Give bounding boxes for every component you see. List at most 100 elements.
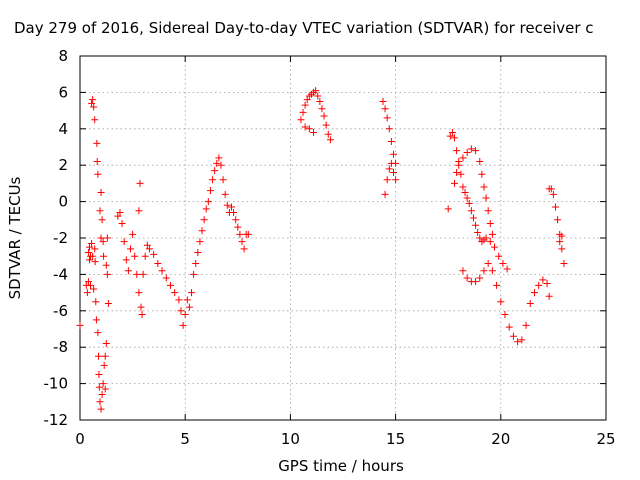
data-point [227, 203, 235, 211]
data-point [158, 267, 166, 275]
data-point [91, 116, 99, 124]
data-point [198, 227, 206, 235]
data-point [99, 238, 107, 246]
y-tick-label: -4 [53, 265, 68, 283]
data-point [114, 212, 122, 220]
data-point [472, 147, 480, 155]
data-point [91, 258, 99, 266]
data-point [124, 267, 132, 275]
data-point [150, 250, 158, 258]
data-point [221, 190, 229, 198]
series-5 [444, 128, 553, 346]
data-point [202, 205, 210, 213]
data-point [162, 274, 170, 282]
y-tick-label: -10 [44, 375, 69, 393]
data-point [495, 252, 503, 260]
data-point [135, 207, 143, 215]
data-point [129, 230, 137, 238]
data-point [196, 238, 204, 246]
data-point [209, 176, 217, 184]
data-point [484, 207, 492, 215]
y-tick-label: 2 [58, 156, 68, 174]
data-point [76, 321, 84, 329]
data-point [145, 245, 153, 253]
data-point [211, 167, 219, 175]
data-point [103, 270, 111, 278]
data-point [554, 216, 562, 224]
x-tick-label: 25 [596, 430, 615, 448]
data-point [139, 270, 147, 278]
y-tick-label: 0 [58, 193, 68, 211]
data-point [472, 221, 480, 229]
data-point [99, 380, 107, 388]
data-point [131, 252, 139, 260]
data-point [465, 199, 473, 207]
data-point [118, 219, 126, 227]
data-point [453, 147, 461, 155]
data-point [539, 276, 547, 284]
data-point [385, 165, 393, 173]
data-point [472, 278, 480, 286]
data-point [103, 234, 111, 242]
data-point [97, 405, 105, 413]
data-point [320, 112, 328, 120]
data-point [459, 154, 467, 162]
x-tick-label: 20 [491, 430, 510, 448]
data-point [143, 241, 151, 249]
data-point [97, 234, 105, 242]
y-tick-label: 8 [58, 47, 68, 65]
data-point [467, 145, 475, 153]
series-2 [114, 154, 252, 329]
data-point [467, 207, 475, 215]
data-point [463, 194, 471, 202]
data-point [154, 259, 162, 267]
data-point [381, 105, 389, 113]
data-point [95, 371, 103, 378]
data-point [217, 161, 225, 169]
data-point [204, 198, 212, 206]
data-point [543, 280, 551, 287]
data-point [100, 252, 108, 260]
y-tick-label: -12 [44, 411, 69, 429]
data-point [200, 216, 208, 224]
data-point [219, 176, 227, 184]
data-point [463, 274, 471, 282]
data-point [381, 190, 389, 198]
data-point [482, 234, 490, 242]
data-point [488, 230, 496, 238]
data-point [100, 361, 108, 369]
data-point [215, 154, 223, 162]
data-point [558, 232, 566, 240]
data-point [96, 398, 104, 406]
data-point [451, 179, 459, 187]
series-4 [379, 98, 400, 198]
y-tick-label: -6 [53, 302, 68, 320]
data-point [478, 170, 486, 178]
data-point [459, 267, 467, 275]
data-point [558, 245, 566, 253]
data-point [310, 128, 318, 136]
data-point [244, 230, 252, 238]
data-point [497, 298, 505, 306]
data-point [166, 281, 174, 289]
data-point [486, 238, 494, 246]
data-point [547, 185, 555, 193]
plot-frame [79, 55, 607, 421]
data-point [560, 259, 568, 267]
data-point [120, 238, 128, 246]
data-point [501, 310, 509, 318]
data-point [503, 265, 511, 273]
data-point [446, 132, 454, 140]
data-point [526, 300, 534, 308]
y-tick-label: 6 [58, 83, 68, 101]
data-point [206, 187, 214, 195]
data-point [318, 105, 326, 113]
data-point [448, 128, 456, 136]
data-point [530, 289, 538, 297]
data-point [181, 310, 189, 318]
data-point [549, 190, 557, 198]
y-axis-label: SDTVAR / TECUs [6, 176, 24, 299]
data-point [101, 385, 109, 393]
data-point [480, 267, 488, 275]
data-point [455, 161, 463, 169]
